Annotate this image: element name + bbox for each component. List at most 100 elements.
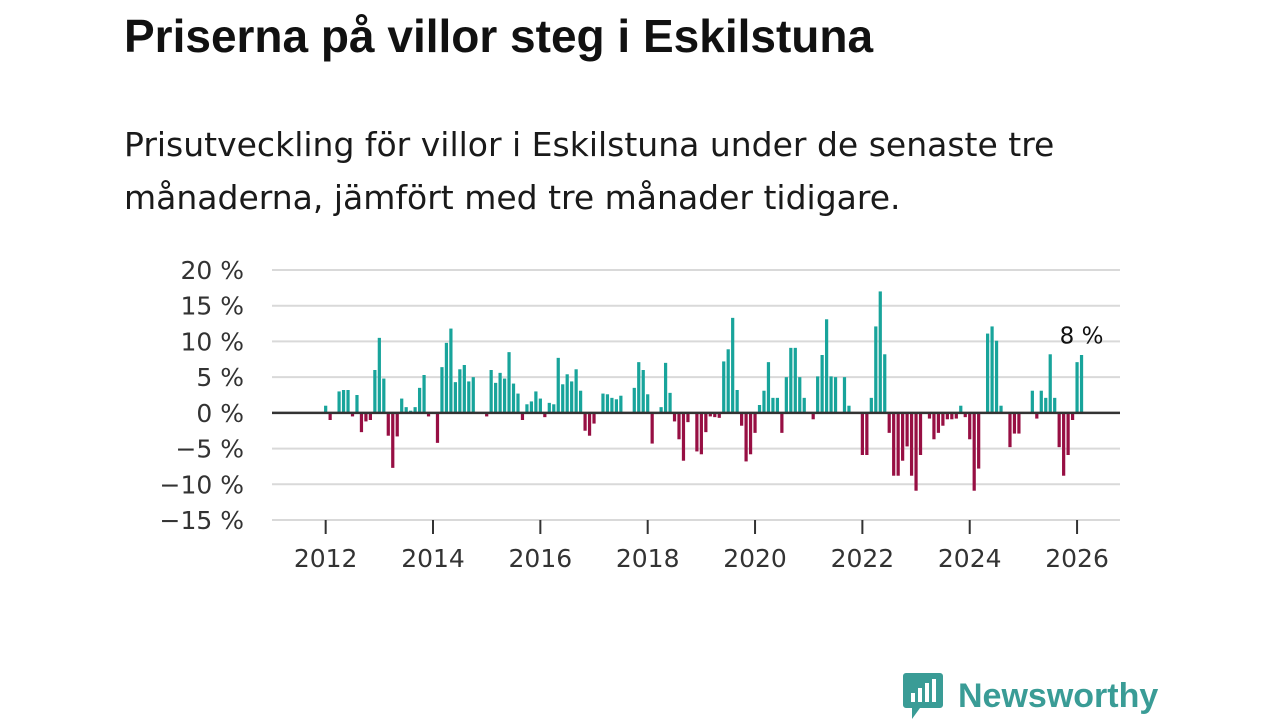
- bar: [444, 342, 449, 413]
- bar: [449, 328, 453, 413]
- bar: [820, 355, 824, 413]
- bar: [529, 401, 534, 413]
- bar: [458, 369, 462, 413]
- bar: [842, 377, 847, 413]
- bar: [708, 412, 712, 417]
- bar: [963, 412, 967, 418]
- bar: [632, 387, 636, 413]
- bar: [507, 352, 511, 413]
- bar: [959, 405, 963, 413]
- x-tick-label: 2014: [401, 544, 465, 573]
- bar: [663, 362, 668, 413]
- bar: [860, 412, 864, 455]
- bar: [422, 375, 426, 413]
- bar: [574, 369, 578, 413]
- bar: [883, 354, 887, 413]
- bar: [824, 319, 829, 413]
- bar: [686, 412, 690, 423]
- bar: [534, 391, 538, 413]
- bar: [780, 412, 784, 433]
- bar: [1008, 412, 1012, 448]
- bar: [1053, 397, 1057, 413]
- bar: [766, 362, 771, 413]
- bar: [516, 393, 520, 413]
- y-tick-label: −10 %: [160, 470, 244, 499]
- bar: [373, 370, 377, 413]
- bar: [1039, 390, 1043, 413]
- bar: [659, 407, 663, 413]
- bar: [704, 412, 708, 433]
- bar: [677, 412, 681, 440]
- bar: [932, 412, 936, 440]
- bar: [731, 317, 735, 413]
- bar: [994, 340, 999, 413]
- bar: [359, 412, 364, 433]
- bar: [400, 398, 404, 413]
- chart-title: Priserna på villor steg i Eskilstuna: [124, 10, 874, 62]
- bar: [887, 412, 891, 433]
- bar: [1075, 362, 1079, 413]
- bar: [681, 412, 686, 461]
- bar: [905, 412, 909, 447]
- bar: [619, 395, 623, 413]
- bar: [1035, 412, 1039, 419]
- x-tick-label: 2012: [294, 544, 358, 573]
- x-tick-label: 2020: [723, 544, 787, 573]
- bar: [395, 412, 399, 437]
- bar: [646, 394, 650, 413]
- y-tick-label: −5 %: [175, 435, 244, 464]
- bar: [968, 412, 972, 440]
- bar: [1012, 412, 1017, 434]
- bar: [637, 362, 641, 413]
- bar: [914, 412, 918, 491]
- bar: [413, 407, 417, 413]
- bar: [650, 412, 654, 444]
- bar: [726, 349, 730, 413]
- x-tick-label: 2022: [831, 544, 895, 573]
- bar: [391, 412, 395, 468]
- bar: [565, 374, 569, 413]
- bar: [382, 378, 386, 413]
- bar: [945, 412, 949, 420]
- bar: [672, 412, 677, 422]
- bar: [896, 412, 900, 476]
- bar: [798, 377, 802, 413]
- bar: [511, 383, 516, 413]
- bar: [471, 377, 475, 413]
- labels: 20 % 15 % 10 % 5 % 0 % −5 % −10 % −15 % 2012 2014…: [160, 256, 1109, 573]
- bar: [936, 412, 941, 433]
- y-tick-label: 15 %: [180, 292, 244, 321]
- bar: [717, 412, 721, 418]
- chart-subtitle: Prisutveckling för villor i Eskilstuna u…: [124, 125, 1055, 217]
- bar: [892, 412, 896, 476]
- x-tick-label: 2024: [938, 544, 1002, 573]
- bar: [909, 412, 914, 476]
- bar: [699, 412, 703, 455]
- bar: [816, 376, 820, 413]
- bar: [561, 384, 565, 413]
- newsworthy-logo: Newsworthy: [902, 670, 1158, 722]
- bar: [350, 412, 355, 417]
- bar: [578, 390, 583, 413]
- bar: [869, 397, 873, 413]
- bar: [735, 390, 739, 413]
- bar: [467, 381, 471, 413]
- bar: [435, 412, 440, 443]
- bar: [771, 397, 775, 413]
- x-tick-label: 2016: [509, 544, 573, 573]
- bar: [865, 412, 869, 455]
- bar: [999, 405, 1003, 413]
- bar: [587, 412, 592, 436]
- bar: [847, 405, 851, 413]
- bar: [748, 412, 753, 455]
- bar: [601, 393, 605, 413]
- newsworthy-logo-icon: [903, 673, 943, 719]
- bar: [377, 337, 381, 413]
- bar: [583, 412, 587, 431]
- bar: [552, 404, 556, 413]
- bar: [404, 407, 408, 413]
- bar: [417, 387, 422, 413]
- bar: [901, 412, 905, 461]
- bar: [695, 412, 699, 452]
- bar: [364, 412, 368, 422]
